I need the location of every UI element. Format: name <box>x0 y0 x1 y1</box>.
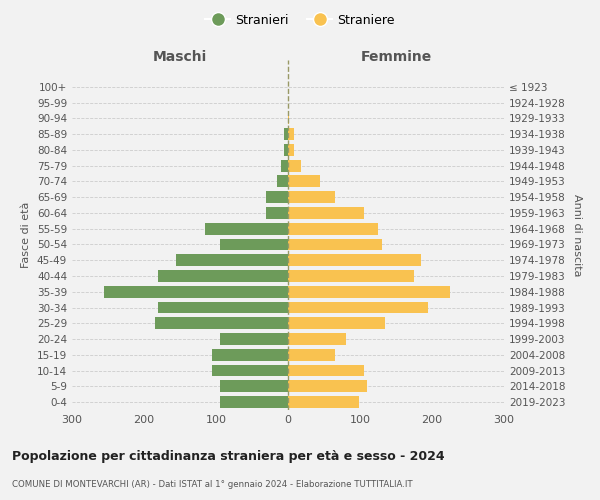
Bar <box>288 270 414 282</box>
Bar <box>212 349 288 360</box>
Bar <box>288 318 385 329</box>
Bar <box>220 333 288 345</box>
Bar <box>176 254 288 266</box>
Text: Maschi: Maschi <box>153 50 207 64</box>
Bar <box>158 302 288 314</box>
Bar <box>288 112 289 124</box>
Bar <box>288 144 294 156</box>
Bar <box>220 396 288 408</box>
Bar <box>277 176 288 188</box>
Bar <box>288 254 421 266</box>
Y-axis label: Anni di nascita: Anni di nascita <box>572 194 582 276</box>
Bar <box>220 238 288 250</box>
Bar <box>288 207 364 219</box>
Bar <box>288 364 364 376</box>
Bar <box>266 207 288 219</box>
Bar <box>220 380 288 392</box>
Bar <box>155 318 288 329</box>
Bar <box>288 333 346 345</box>
Text: Popolazione per cittadinanza straniera per età e sesso - 2024: Popolazione per cittadinanza straniera p… <box>12 450 445 463</box>
Bar <box>284 128 288 140</box>
Text: Femmine: Femmine <box>361 50 431 64</box>
Bar <box>288 160 301 172</box>
Bar <box>288 380 367 392</box>
Bar <box>288 128 294 140</box>
Bar <box>288 396 359 408</box>
Bar <box>281 160 288 172</box>
Bar <box>288 286 450 298</box>
Bar <box>288 302 428 314</box>
Bar <box>288 223 378 234</box>
Bar <box>288 191 335 203</box>
Y-axis label: Fasce di età: Fasce di età <box>22 202 31 268</box>
Text: COMUNE DI MONTEVARCHI (AR) - Dati ISTAT al 1° gennaio 2024 - Elaborazione TUTTIT: COMUNE DI MONTEVARCHI (AR) - Dati ISTAT … <box>12 480 413 489</box>
Bar <box>104 286 288 298</box>
Bar <box>288 349 335 360</box>
Bar <box>288 176 320 188</box>
Bar <box>284 144 288 156</box>
Bar <box>212 364 288 376</box>
Bar <box>288 238 382 250</box>
Bar <box>205 223 288 234</box>
Bar <box>266 191 288 203</box>
Bar <box>158 270 288 282</box>
Legend: Stranieri, Straniere: Stranieri, Straniere <box>200 8 400 32</box>
